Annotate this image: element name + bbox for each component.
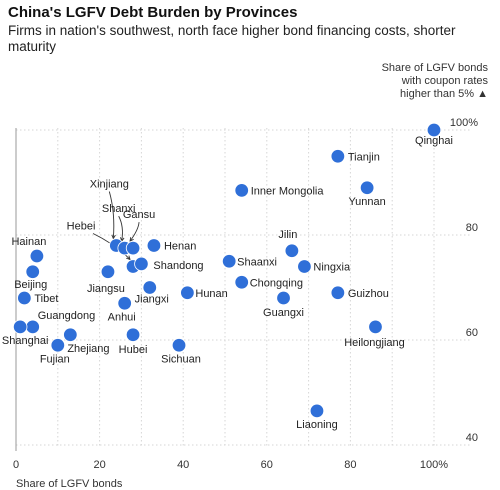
data-point: [221, 254, 237, 269]
y-tick-label: 80: [466, 222, 478, 234]
data-point: [142, 280, 157, 295]
point-label: Shandong: [153, 260, 203, 272]
x-tick-label: 60: [261, 459, 273, 471]
point-label: Zhejiang: [67, 343, 109, 355]
data-point: [284, 243, 300, 258]
data-point: [100, 264, 116, 279]
data-point: [125, 327, 141, 342]
point-label: Guangxi: [263, 307, 304, 319]
data-point: [359, 180, 375, 195]
point-label: Jiangsu: [87, 283, 125, 295]
data-point: [63, 327, 78, 342]
point-label: Inner Mongolia: [251, 185, 325, 197]
arrow-head: [129, 237, 134, 242]
data-point: [117, 296, 132, 311]
data-point: [50, 338, 66, 353]
data-point: [125, 240, 141, 256]
grid-lines: [15, 128, 470, 451]
y-tick-label: 40: [466, 432, 478, 444]
point-label: Sichuan: [161, 353, 201, 365]
data-point: [276, 290, 291, 306]
y-tick-label: 60: [466, 327, 478, 339]
point-label: Heilongjiang: [344, 337, 405, 349]
point-label: Gansu: [123, 209, 155, 221]
point-label: Henan: [164, 241, 196, 253]
point-label: Chongqing: [250, 277, 303, 289]
data-point: [25, 264, 40, 279]
data-point: [426, 122, 442, 138]
data-point: [134, 256, 149, 272]
tick-labels: 0 20 40 60 80 100% 40 60 80 100%: [13, 117, 478, 471]
label-arrow: [108, 191, 115, 239]
y-axis-label: Share of LGFV bonds with coupon rates hi…: [378, 62, 488, 101]
point-label: Hunan: [195, 288, 227, 300]
chart-subtitle: Firms in nation's southwest, north face …: [8, 23, 456, 54]
point-label: Guizhou: [348, 288, 389, 300]
y-axis-label-text: Share of LGFV bonds with coupon rates hi…: [381, 62, 488, 100]
y-tick-label: 100%: [450, 117, 478, 129]
data-point: [12, 319, 28, 335]
x-tick-label: 0: [13, 459, 19, 471]
point-label: Beijing: [14, 279, 47, 291]
x-tick-label: 40: [177, 459, 189, 471]
point-label: Tianjin: [348, 151, 380, 163]
point-label: Shanxi: [102, 203, 136, 215]
point-label: Shanghai: [2, 335, 49, 347]
data-point: [171, 338, 187, 353]
data-point: [368, 319, 383, 335]
point-label: Hubei: [119, 344, 148, 356]
data-point: [146, 238, 162, 253]
data-point: [29, 248, 45, 264]
data-point: [330, 149, 346, 164]
data-point: [309, 403, 325, 419]
arrow-head: [126, 255, 131, 261]
point-label: Ningxia: [313, 262, 351, 274]
data-point: [330, 285, 346, 300]
point-label: Fujian: [40, 353, 70, 365]
label-arrow: [118, 215, 123, 242]
y-axis-marker-icon: ▲: [477, 88, 488, 100]
arrow-head: [111, 234, 116, 240]
data-point: [234, 183, 249, 198]
point-label: Hebei: [67, 221, 96, 233]
point-label: Xinjiang: [90, 179, 129, 191]
point-label: Jiangxi: [135, 294, 169, 306]
x-tick-label: 80: [344, 459, 356, 471]
data-point: [297, 259, 312, 274]
data-point: [180, 285, 195, 300]
data-point: [25, 319, 40, 335]
label-arrow: [129, 222, 140, 242]
data-point: [234, 275, 249, 290]
point-labels: Qinghai Tianjin Yunnan Inner Mongolia Xinjia…: [2, 135, 453, 431]
point-label: Yunnan: [348, 196, 385, 208]
point-label: Shaanxi: [237, 256, 277, 268]
x-tick-label: 100%: [420, 459, 448, 471]
x-tick-label: 20: [93, 459, 105, 471]
point-label: Jilin: [278, 229, 297, 241]
data-points: [12, 122, 442, 419]
data-point: [17, 290, 32, 306]
point-label: Guangdong: [38, 310, 96, 322]
point-label: Tibet: [34, 293, 58, 305]
point-label: Hainan: [11, 236, 46, 248]
chart-title: China's LGFV Debt Burden by Provinces: [8, 4, 298, 21]
point-label: Liaoning: [296, 419, 338, 431]
point-label: Anhui: [108, 311, 136, 323]
point-label: Qinghai: [415, 135, 453, 147]
